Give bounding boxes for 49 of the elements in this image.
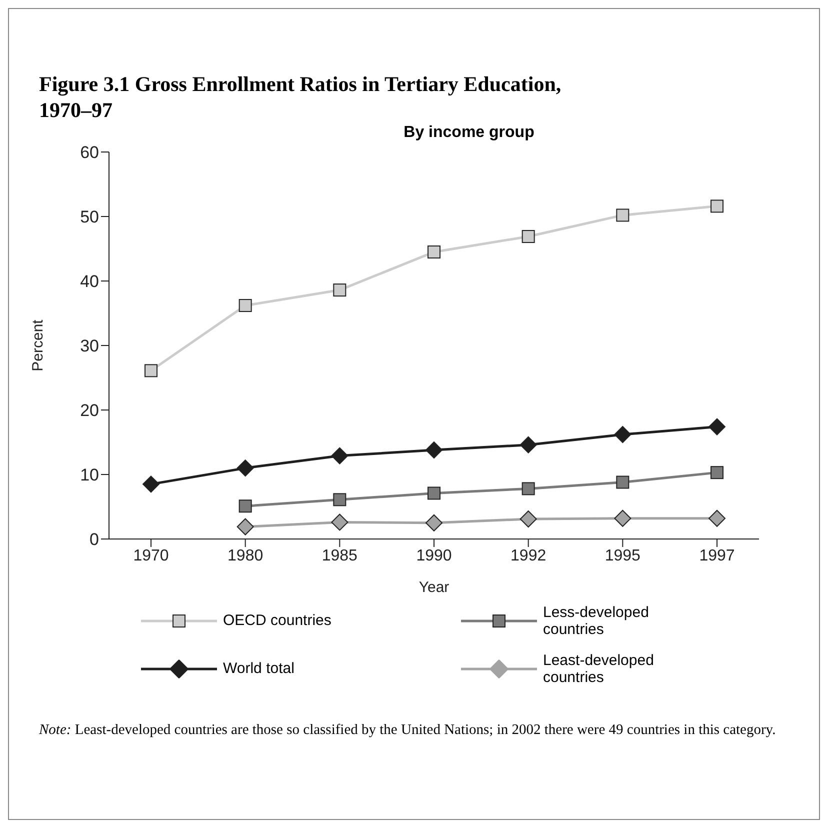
point (142, 475, 160, 492)
point (236, 459, 254, 476)
point (710, 466, 724, 479)
point (428, 486, 440, 500)
y-tick-label: 50 (80, 207, 99, 226)
point (236, 518, 254, 535)
legend-label: Least-developed countries (543, 652, 655, 686)
point (708, 509, 726, 526)
point (428, 244, 440, 258)
point (144, 364, 158, 377)
point (616, 208, 630, 222)
point (708, 418, 726, 435)
point (614, 426, 632, 443)
point (614, 509, 632, 526)
y-tick-label: 40 (80, 272, 99, 291)
point (238, 499, 252, 512)
text: Note: Least-developed countries are those so classified by the United Nations; in 2002 there were 49 countries in this category. (39, 720, 777, 740)
x-tick-label: 1985 (322, 546, 358, 564)
point (333, 283, 346, 296)
x-tick-label: 1995 (604, 546, 641, 564)
point (331, 513, 348, 530)
x-tick-label: 1990 (416, 546, 452, 564)
point (616, 475, 630, 488)
point (331, 446, 348, 464)
y-tick-label: 20 (80, 400, 99, 420)
legend-label: Less-developed countries (543, 604, 650, 638)
chart-title: Figure 3.1 Gross Enrollment Ratios in Tertiary Education, 1970–97 (39, 71, 562, 124)
point (522, 482, 535, 495)
y-tick-label: 10 (80, 465, 99, 484)
point (426, 514, 442, 531)
x-axis-title: Year (418, 578, 450, 596)
point (333, 492, 346, 506)
point (522, 229, 535, 242)
legend-label: OECD countries (223, 612, 332, 629)
x-tick-label: 1992 (510, 546, 546, 564)
point (710, 199, 724, 212)
y-tick-label: 30 (80, 336, 99, 356)
point (520, 436, 537, 453)
y-axis-title: Percent (29, 318, 46, 371)
x-tick-label: 1980 (228, 546, 264, 564)
legend-label: World total (223, 660, 296, 677)
point (238, 298, 252, 312)
y-tick-label: 60 (80, 142, 99, 162)
point (426, 440, 442, 458)
chart-subtitle: By income group (402, 124, 536, 142)
x-tick-label: 1997 (699, 546, 735, 564)
point (520, 510, 537, 528)
x-tick-label: 1970 (133, 546, 169, 564)
y-tick-label: 0 (90, 530, 99, 549)
